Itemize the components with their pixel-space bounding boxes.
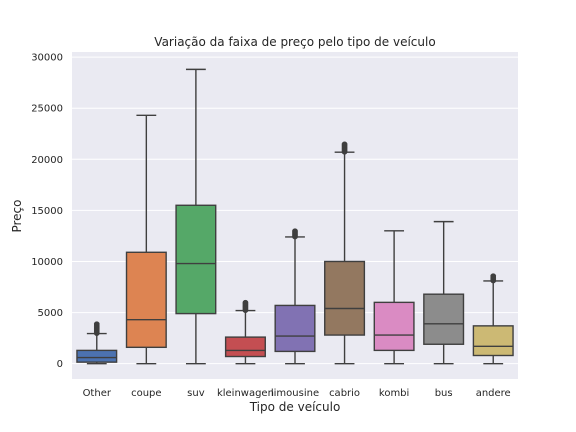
box-iqr [423,293,465,345]
box-kleinwagen [224,299,266,365]
y-tick-label: 5000 [38,308,63,319]
x-tick-label: bus [435,388,453,399]
box-iqr [125,251,167,349]
x-tick-label: suv [187,388,205,399]
box-iqr [224,336,266,358]
y-tick-label: 30000 [31,53,63,64]
outlier-point [490,273,497,279]
outlier-point [242,299,249,305]
x-tick-label: coupe [131,388,161,399]
y-tick-label: 0 [57,359,63,370]
box-iqr [373,301,415,352]
y-tick-label: 25000 [31,104,63,115]
box-limousine [274,228,316,365]
box-bus [423,220,465,365]
y-tick-label: 10000 [31,257,63,268]
y-tick-label: 20000 [31,155,63,166]
x-axis-label: Tipo de veículo [249,400,341,414]
box-iqr [175,204,217,315]
x-tick-label: andere [476,388,511,399]
box-suv [175,68,217,365]
box-Other [76,321,118,365]
x-tick-label: limousine [271,388,319,399]
box-cabrio [324,141,366,365]
y-tick-label: 15000 [31,206,63,217]
x-tick-label: cabrio [329,388,360,399]
box-coupe [125,114,167,365]
box-iqr [274,304,316,353]
outlier-point [93,321,100,327]
outlier-point [341,141,348,147]
x-tick-label: kombi [379,388,409,399]
boxes-group [76,68,514,365]
chart-title: Variação da faixa de preço pelo tipo de … [154,35,435,49]
box-iqr [472,325,514,357]
box-iqr [324,260,366,336]
x-tick-label: kleinwagen [217,388,274,399]
y-tick-labels: 0 5000 10000 15000 20000 25000 30000 [31,53,63,371]
box-kombi [373,230,415,365]
outlier-point [292,228,298,234]
y-axis-label: Preço [10,199,24,232]
box-iqr [76,349,118,363]
box-andere [472,273,514,365]
x-tick-label: Other [83,388,112,399]
